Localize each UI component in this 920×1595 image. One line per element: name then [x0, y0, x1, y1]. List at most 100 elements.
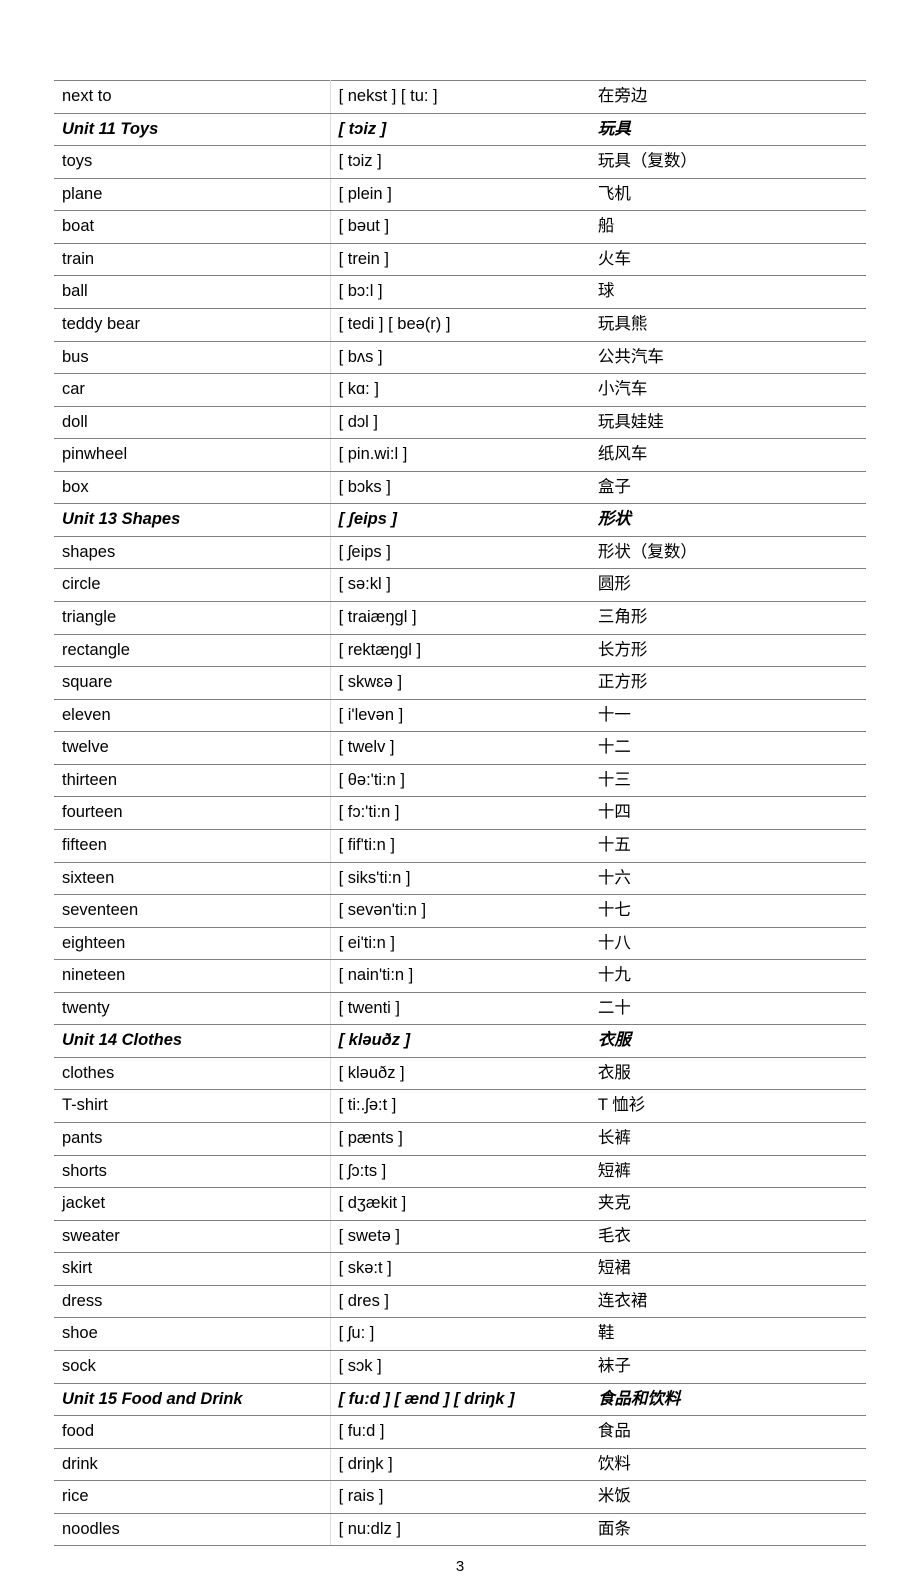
- word-cell: twenty: [54, 992, 330, 1025]
- chinese-cell: 小汽车: [590, 374, 866, 407]
- table-row: sweater[ swetə ]毛衣: [54, 1220, 866, 1253]
- phonetic-cell: [ ʃu: ]: [330, 1318, 590, 1351]
- table-row: Unit 14 Clothes[ kləuðz ]衣服: [54, 1025, 866, 1058]
- table-row: doll[ dɔl ]玩具娃娃: [54, 406, 866, 439]
- table-row: fourteen[ fɔ:'ti:n ]十四: [54, 797, 866, 830]
- table-row: skirt[ skə:t ]短裙: [54, 1253, 866, 1286]
- word-cell: circle: [54, 569, 330, 602]
- word-cell: pinwheel: [54, 439, 330, 472]
- chinese-cell: 食品: [590, 1416, 866, 1449]
- word-cell: shapes: [54, 536, 330, 569]
- word-cell: fifteen: [54, 829, 330, 862]
- chinese-cell: 十一: [590, 699, 866, 732]
- phonetic-cell: [ pin.wi:l ]: [330, 439, 590, 472]
- table-row: clothes[ kləuðz ]衣服: [54, 1057, 866, 1090]
- phonetic-cell: [ tɔiz ]: [330, 146, 590, 179]
- word-cell: train: [54, 243, 330, 276]
- phonetic-cell: [ nu:dlz ]: [330, 1513, 590, 1546]
- chinese-cell: 面条: [590, 1513, 866, 1546]
- phonetic-cell: [ ʃɔ:ts ]: [330, 1155, 590, 1188]
- table-row: food[ fu:d ]食品: [54, 1416, 866, 1449]
- phonetic-cell: [ siks'ti:n ]: [330, 862, 590, 895]
- phonetic-cell: [ nekst ] [ tu: ]: [330, 81, 590, 114]
- table-row: Unit 11 Toys[ tɔiz ]玩具: [54, 113, 866, 146]
- word-cell: T-shirt: [54, 1090, 330, 1123]
- chinese-cell: 鞋: [590, 1318, 866, 1351]
- phonetic-cell: [ kləuðz ]: [330, 1057, 590, 1090]
- table-row: boat[ bəut ]船: [54, 211, 866, 244]
- chinese-cell: 食品和饮料: [590, 1383, 866, 1416]
- chinese-cell: 玩具: [590, 113, 866, 146]
- chinese-cell: 长方形: [590, 634, 866, 667]
- table-row: pants[ pænts ]长裤: [54, 1123, 866, 1156]
- chinese-cell: 短裤: [590, 1155, 866, 1188]
- table-row: seventeen[ sevən'ti:n ]十七: [54, 895, 866, 928]
- phonetic-cell: [ traiæŋgl ]: [330, 602, 590, 635]
- chinese-cell: 正方形: [590, 667, 866, 700]
- table-row: shapes[ ʃeips ]形状（复数）: [54, 536, 866, 569]
- phonetic-cell: [ i'levən ]: [330, 699, 590, 732]
- word-cell: rectangle: [54, 634, 330, 667]
- word-cell: eleven: [54, 699, 330, 732]
- chinese-cell: 圆形: [590, 569, 866, 602]
- phonetic-cell: [ skwɛə ]: [330, 667, 590, 700]
- table-row: Unit 15 Food and Drink[ fu:d ] [ ænd ] […: [54, 1383, 866, 1416]
- phonetic-cell: [ bɔ:l ]: [330, 276, 590, 309]
- chinese-cell: 火车: [590, 243, 866, 276]
- table-row: T-shirt[ ti:.ʃə:t ]T 恤衫: [54, 1090, 866, 1123]
- chinese-cell: 二十: [590, 992, 866, 1025]
- word-cell: square: [54, 667, 330, 700]
- phonetic-cell: [ dʒækit ]: [330, 1188, 590, 1221]
- word-cell: skirt: [54, 1253, 330, 1286]
- word-cell: sweater: [54, 1220, 330, 1253]
- word-cell: plane: [54, 178, 330, 211]
- table-row: rice[ rais ]米饭: [54, 1481, 866, 1514]
- chinese-cell: 十六: [590, 862, 866, 895]
- table-row: teddy bear[ tedi ] [ beə(r) ]玩具熊: [54, 308, 866, 341]
- phonetic-cell: [ sevən'ti:n ]: [330, 895, 590, 928]
- phonetic-cell: [ plein ]: [330, 178, 590, 211]
- table-row: bus[ bʌs ]公共汽车: [54, 341, 866, 374]
- chinese-cell: 衣服: [590, 1057, 866, 1090]
- chinese-cell: 短裙: [590, 1253, 866, 1286]
- phonetic-cell: [ sɔk ]: [330, 1350, 590, 1383]
- phonetic-cell: [ tedi ] [ beə(r) ]: [330, 308, 590, 341]
- chinese-cell: 衣服: [590, 1025, 866, 1058]
- phonetic-cell: [ kɑ: ]: [330, 374, 590, 407]
- word-cell: clothes: [54, 1057, 330, 1090]
- phonetic-cell: [ swetə ]: [330, 1220, 590, 1253]
- vocabulary-table: next to[ nekst ] [ tu: ]在旁边Unit 11 Toys[…: [54, 80, 866, 1546]
- word-cell: doll: [54, 406, 330, 439]
- word-cell: nineteen: [54, 960, 330, 993]
- word-cell: Unit 15 Food and Drink: [54, 1383, 330, 1416]
- word-cell: fourteen: [54, 797, 330, 830]
- word-cell: rice: [54, 1481, 330, 1514]
- page-number: 3: [54, 1558, 866, 1575]
- phonetic-cell: [ fu:d ]: [330, 1416, 590, 1449]
- phonetic-cell: [ trein ]: [330, 243, 590, 276]
- phonetic-cell: [ nain'ti:n ]: [330, 960, 590, 993]
- table-row: thirteen[ θə:'ti:n ]十三: [54, 764, 866, 797]
- table-row: eleven[ i'levən ]十一: [54, 699, 866, 732]
- word-cell: sixteen: [54, 862, 330, 895]
- word-cell: car: [54, 374, 330, 407]
- chinese-cell: 三角形: [590, 602, 866, 635]
- table-row: triangle[ traiæŋgl ]三角形: [54, 602, 866, 635]
- word-cell: shorts: [54, 1155, 330, 1188]
- word-cell: box: [54, 471, 330, 504]
- phonetic-cell: [ rektæŋgl ]: [330, 634, 590, 667]
- word-cell: Unit 14 Clothes: [54, 1025, 330, 1058]
- chinese-cell: 十四: [590, 797, 866, 830]
- table-row: Unit 13 Shapes[ ʃeips ]形状: [54, 504, 866, 537]
- phonetic-cell: [ fu:d ] [ ænd ] [ driŋk ]: [330, 1383, 590, 1416]
- chinese-cell: 十三: [590, 764, 866, 797]
- word-cell: eighteen: [54, 927, 330, 960]
- chinese-cell: 船: [590, 211, 866, 244]
- word-cell: thirteen: [54, 764, 330, 797]
- table-row: box[ bɔks ]盒子: [54, 471, 866, 504]
- phonetic-cell: [ twenti ]: [330, 992, 590, 1025]
- table-row: jacket[ dʒækit ]夹克: [54, 1188, 866, 1221]
- table-row: fifteen[ fif'ti:n ]十五: [54, 829, 866, 862]
- word-cell: Unit 11 Toys: [54, 113, 330, 146]
- chinese-cell: 纸风车: [590, 439, 866, 472]
